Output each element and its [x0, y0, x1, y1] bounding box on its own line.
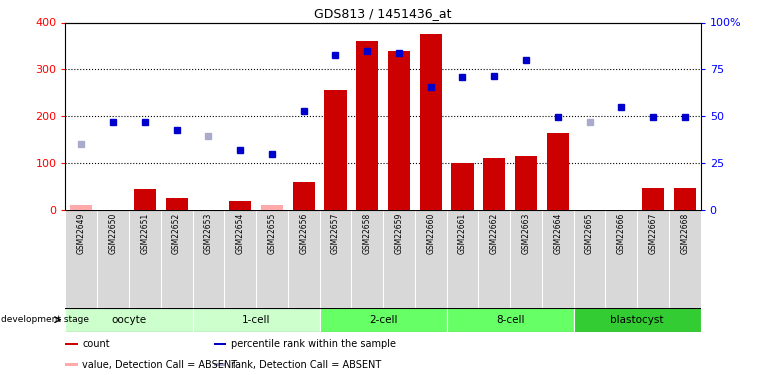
Text: GSM22655: GSM22655: [267, 213, 276, 254]
Text: count: count: [82, 339, 110, 349]
Text: oocyte: oocyte: [112, 315, 146, 325]
Text: GSM22654: GSM22654: [236, 213, 245, 254]
Bar: [192, 308, 320, 332]
Text: GSM22660: GSM22660: [427, 213, 435, 254]
Text: GSM22652: GSM22652: [172, 213, 181, 254]
Text: GSM22657: GSM22657: [331, 213, 340, 254]
Bar: [65, 363, 79, 366]
Bar: [674, 188, 696, 210]
Bar: [293, 182, 315, 210]
Text: GSM22651: GSM22651: [140, 213, 149, 254]
Bar: [447, 210, 478, 309]
Text: GSM22665: GSM22665: [585, 213, 594, 254]
Text: 1-cell: 1-cell: [242, 315, 270, 325]
Bar: [214, 343, 226, 345]
Text: 8-cell: 8-cell: [496, 315, 524, 325]
Text: GSM22664: GSM22664: [554, 213, 562, 254]
Text: GSM22653: GSM22653: [204, 213, 213, 254]
Text: GSM22649: GSM22649: [77, 213, 85, 254]
Bar: [324, 90, 347, 210]
Bar: [447, 308, 574, 332]
Bar: [642, 188, 665, 210]
Bar: [574, 308, 701, 332]
Text: GSM22663: GSM22663: [521, 213, 531, 254]
Bar: [97, 210, 129, 309]
Bar: [420, 34, 442, 210]
Bar: [70, 206, 92, 210]
Bar: [415, 210, 447, 309]
Text: GSM22656: GSM22656: [300, 213, 308, 254]
Bar: [515, 156, 537, 210]
Bar: [161, 210, 192, 309]
Bar: [256, 210, 288, 309]
Bar: [605, 210, 638, 309]
Text: GSM22667: GSM22667: [648, 213, 658, 254]
Bar: [478, 210, 511, 309]
Bar: [288, 210, 320, 309]
Bar: [261, 206, 283, 210]
Bar: [669, 210, 701, 309]
Text: 2-cell: 2-cell: [369, 315, 397, 325]
Text: GSM22659: GSM22659: [394, 213, 403, 254]
Bar: [637, 210, 669, 309]
Text: blastocyst: blastocyst: [611, 315, 664, 325]
Bar: [320, 210, 351, 309]
Bar: [214, 363, 226, 366]
Bar: [547, 133, 569, 210]
Bar: [542, 210, 574, 309]
Bar: [65, 343, 79, 345]
Bar: [351, 210, 383, 309]
Bar: [134, 189, 156, 210]
Text: value, Detection Call = ABSENT: value, Detection Call = ABSENT: [82, 360, 237, 370]
Bar: [65, 308, 192, 332]
Bar: [511, 210, 542, 309]
Text: rank, Detection Call = ABSENT: rank, Detection Call = ABSENT: [231, 360, 381, 370]
Text: GSM22650: GSM22650: [109, 213, 118, 254]
Bar: [129, 210, 161, 309]
Bar: [574, 210, 605, 309]
Text: development stage: development stage: [1, 315, 89, 324]
Bar: [224, 210, 256, 309]
Bar: [451, 163, 474, 210]
Bar: [483, 158, 505, 210]
Text: GSM22658: GSM22658: [363, 213, 372, 254]
Bar: [383, 210, 415, 309]
Bar: [229, 201, 251, 210]
Text: GSM22661: GSM22661: [458, 213, 467, 254]
Bar: [356, 41, 378, 210]
Text: percentile rank within the sample: percentile rank within the sample: [231, 339, 396, 349]
Title: GDS813 / 1451436_at: GDS813 / 1451436_at: [314, 7, 452, 20]
Bar: [192, 210, 224, 309]
Bar: [65, 210, 97, 309]
Bar: [320, 308, 447, 332]
Text: GSM22662: GSM22662: [490, 213, 499, 254]
Text: GSM22668: GSM22668: [681, 213, 689, 254]
Bar: [388, 51, 410, 210]
Text: GSM22666: GSM22666: [617, 213, 626, 254]
Bar: [166, 198, 188, 210]
